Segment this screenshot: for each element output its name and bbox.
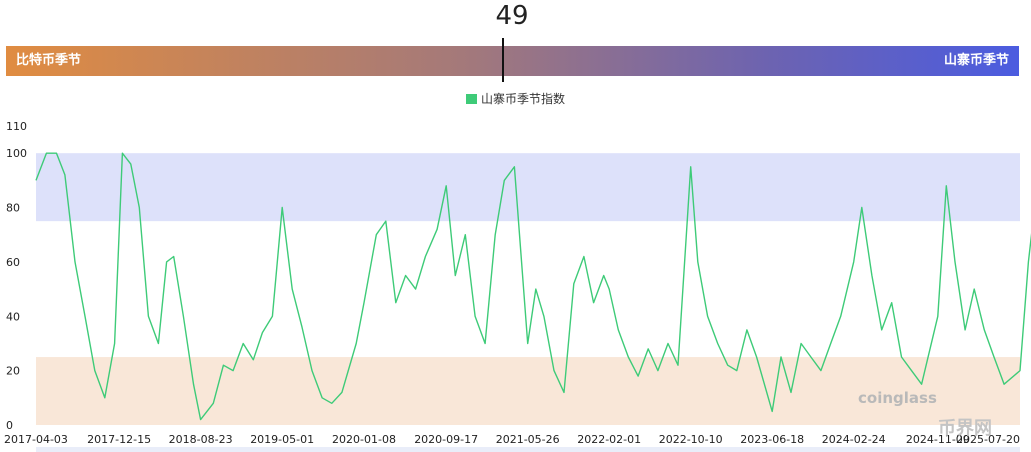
x-tick-label: 2017-04-03 — [4, 433, 68, 446]
bitcoin-season-label: 比特币季节 — [16, 53, 82, 68]
x-tick-label: 2024-02-24 — [822, 433, 886, 446]
altcoin-season-label: 山寨币季节 — [943, 53, 1009, 68]
x-tick-label: 2020-01-08 — [332, 433, 396, 446]
x-tick-label: 2017-12-15 — [87, 433, 151, 446]
season-gradient-bar: 比特币季节 山寨币季节 — [6, 46, 1019, 76]
y-tick-label: 100 — [6, 147, 27, 160]
current-index-value: 49 — [495, 1, 529, 31]
legend-label: 山寨币季节指数 — [480, 92, 565, 106]
x-tick-label: 2024-11-09 — [906, 433, 970, 446]
y-tick-label: 20 — [6, 365, 20, 378]
y-tick-label: 80 — [6, 202, 20, 215]
x-tick-label: 2025-07-20 — [956, 433, 1020, 446]
x-tick-label: 2022-10-10 — [659, 433, 723, 446]
legend-swatch — [465, 93, 477, 104]
coinglass-watermark: coinglass — [858, 389, 937, 407]
y-tick-label: 40 — [6, 310, 20, 323]
y-tick-label: 0 — [6, 419, 13, 432]
bijiewang-watermark: 币界网 — [938, 418, 992, 439]
x-tick-label: 2020-09-17 — [414, 433, 478, 446]
x-tick-label: 2023-06-18 — [740, 433, 804, 446]
x-tick-label: 2019-05-01 — [250, 433, 314, 446]
x-tick-label: 2022-02-01 — [577, 433, 641, 446]
y-tick-label: 110 — [6, 120, 27, 133]
season-value-marker — [502, 38, 504, 82]
chart-legend[interactable]: 山寨币季节指数 — [0, 90, 1031, 107]
x-tick-label: 2021-05-26 — [496, 433, 560, 446]
series-line — [35, 152, 1031, 421]
y-tick-label: 60 — [6, 256, 20, 269]
altcoin-season-band — [36, 153, 1020, 222]
x-tick-label: 2018-08-23 — [169, 433, 233, 446]
range-slider-strip[interactable] — [36, 447, 1020, 452]
